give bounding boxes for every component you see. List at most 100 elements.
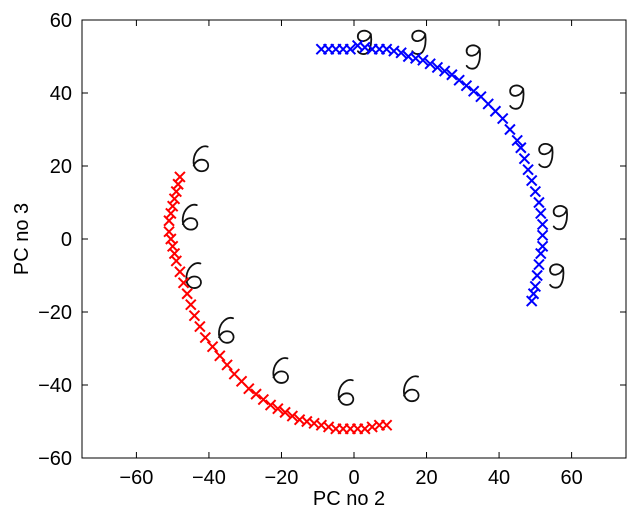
data-point — [170, 185, 183, 198]
data-point — [194, 320, 206, 333]
digit-stroke — [218, 316, 235, 344]
data-point — [366, 421, 378, 433]
digit-stroke — [465, 44, 481, 70]
y-tick-label: 0 — [61, 229, 72, 251]
digit-9-image — [538, 142, 554, 169]
data-point — [188, 309, 201, 322]
data-point — [286, 410, 299, 422]
digit-6-image — [218, 316, 235, 344]
y-axis-label: PC no 3 — [11, 203, 33, 275]
data-point — [522, 163, 534, 176]
data-point — [395, 47, 407, 59]
data-point — [525, 295, 538, 307]
digit-6-image — [272, 357, 289, 384]
data-point — [536, 240, 549, 253]
data-point — [388, 45, 400, 57]
data-point — [380, 43, 393, 55]
data-point — [496, 112, 509, 125]
x-tick-label: 40 — [488, 467, 510, 489]
data-point — [531, 269, 543, 282]
x-tick-label: 60 — [560, 467, 582, 489]
data-point — [163, 225, 175, 238]
data-point — [257, 393, 270, 406]
digit-6-image — [181, 203, 199, 231]
digit-9-image — [509, 84, 525, 110]
data-point — [359, 423, 371, 435]
x-tick-label: 0 — [348, 467, 359, 489]
data-point — [344, 43, 357, 55]
data-point — [165, 233, 177, 245]
data-point — [166, 200, 179, 212]
data-point — [168, 247, 181, 260]
data-point — [527, 288, 540, 300]
digit-stroke — [185, 262, 202, 289]
data-point — [172, 178, 184, 190]
y-tick-label: −40 — [38, 375, 72, 397]
digit-6-image — [185, 262, 202, 289]
data-point — [511, 134, 523, 147]
data-point — [424, 58, 436, 70]
data-point — [206, 340, 219, 353]
digit-9-image — [552, 205, 568, 231]
data-point — [250, 388, 262, 400]
data-point — [177, 277, 190, 289]
x-axis-label: PC no 2 — [313, 488, 385, 510]
digit-stroke — [272, 357, 289, 384]
data-point — [535, 247, 547, 260]
data-point — [359, 41, 371, 54]
x-tick-label: −40 — [192, 467, 226, 489]
digit-stroke — [337, 379, 355, 406]
data-point — [322, 421, 335, 433]
data-point — [264, 399, 277, 411]
y-tick-label: 40 — [50, 83, 72, 105]
data-point — [460, 79, 473, 92]
data-point — [535, 207, 547, 220]
y-tick-label: −20 — [38, 302, 72, 324]
data-points — [163, 39, 549, 435]
plot-frame — [81, 19, 627, 459]
data-point — [214, 350, 226, 362]
data-point — [221, 359, 233, 371]
data-point — [174, 171, 186, 183]
digit-9-image — [549, 263, 565, 289]
data-point — [529, 280, 542, 293]
data-point — [170, 255, 183, 267]
series-1 — [163, 171, 393, 435]
data-point — [308, 417, 320, 430]
digit-stroke — [552, 205, 568, 231]
data-point — [446, 69, 458, 81]
digit-stroke — [403, 375, 420, 403]
data-point — [525, 174, 538, 187]
data-point — [199, 331, 212, 344]
digit-stroke — [411, 29, 427, 55]
data-point — [163, 215, 175, 227]
data-point — [533, 258, 545, 271]
data-point — [181, 288, 193, 300]
axis-labels: PC no 2 PC no 3 — [11, 203, 385, 510]
data-point — [174, 266, 186, 278]
digit-stroke — [192, 145, 210, 173]
data-point — [166, 240, 179, 253]
data-point — [438, 65, 451, 77]
digit-stroke — [538, 142, 554, 169]
data-point — [417, 54, 429, 66]
data-point — [536, 229, 549, 242]
digit-stroke — [549, 263, 565, 289]
x-tick-label: −60 — [119, 467, 153, 489]
data-point — [380, 419, 393, 431]
data-point — [272, 403, 284, 415]
digit-stroke — [356, 29, 373, 55]
digit-stroke — [509, 84, 525, 110]
digit-9-image — [411, 29, 427, 55]
y-tick-label: 60 — [50, 10, 72, 32]
digit-annotations — [181, 29, 568, 406]
data-point — [185, 298, 197, 311]
data-point — [533, 196, 545, 209]
data-point — [536, 218, 549, 231]
digit-6-image — [337, 379, 355, 406]
data-point — [165, 207, 177, 220]
data-point — [168, 193, 181, 205]
y-tick-label: 20 — [50, 156, 72, 178]
digit-6-image — [192, 145, 210, 173]
